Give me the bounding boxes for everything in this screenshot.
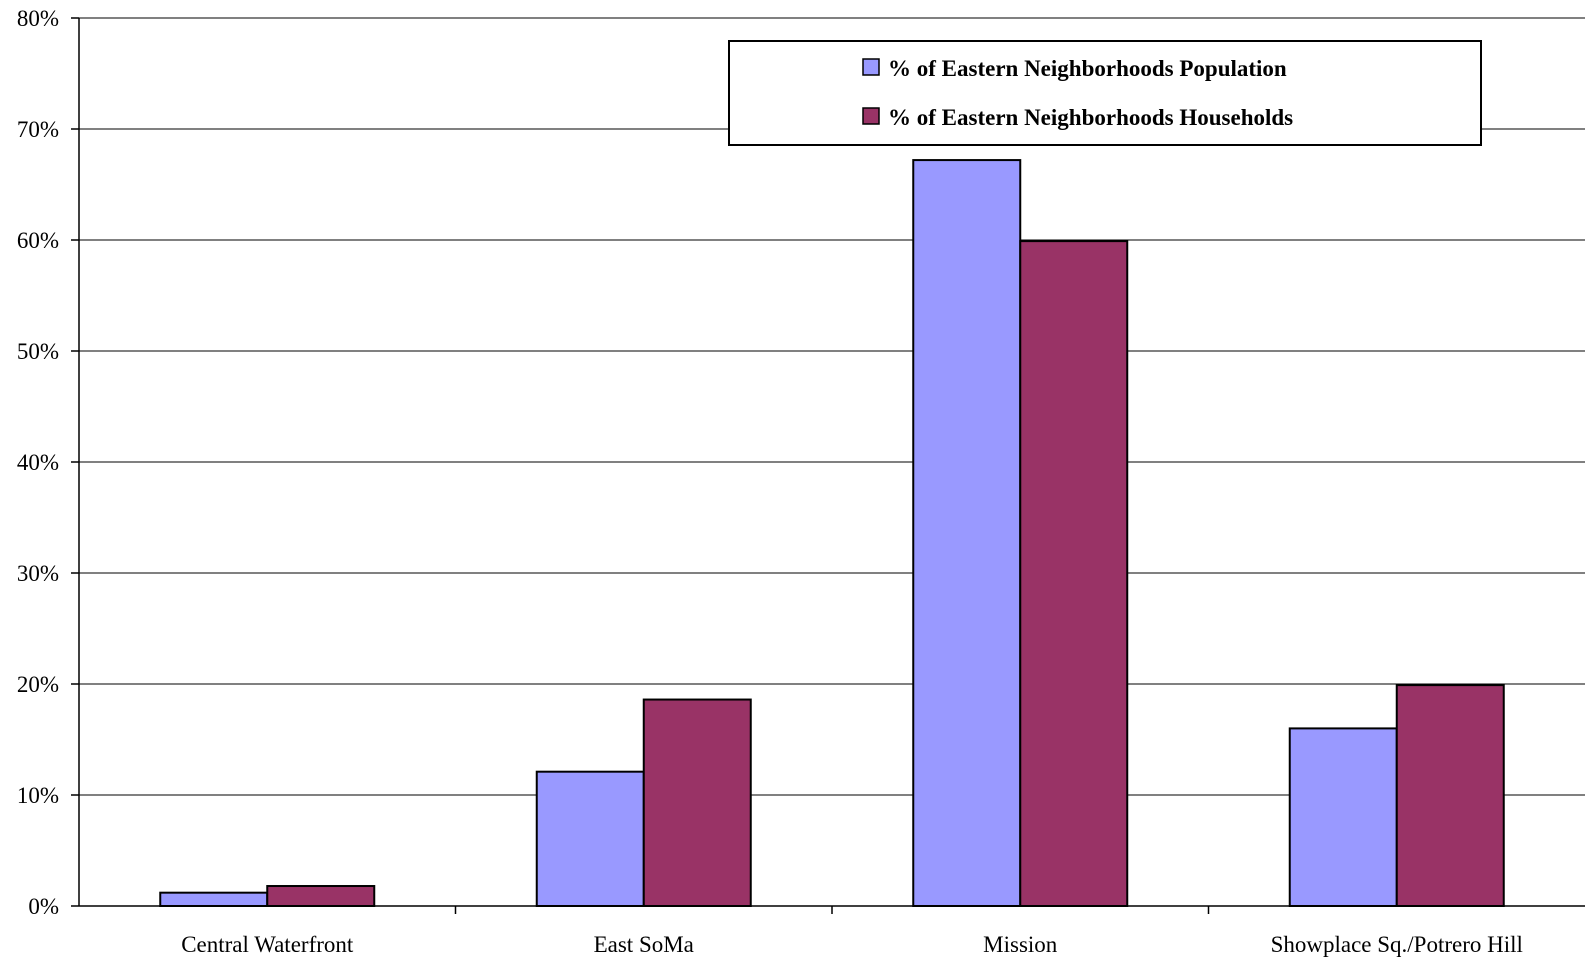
y-tick-label: 20%: [17, 672, 59, 697]
y-tick-label: 30%: [17, 561, 59, 586]
axes: [71, 17, 1585, 914]
y-tick-label: 40%: [17, 450, 59, 475]
legend-label-households: % of Eastern Neighborhoods Households: [888, 105, 1293, 130]
legend-box: [728, 40, 1482, 146]
y-tick-label: 70%: [17, 117, 59, 142]
bar-population: [159, 891, 269, 907]
legend-swatch-households: [862, 107, 880, 125]
x-category-label: East SoMa: [594, 932, 694, 957]
legend: % of Eastern Neighborhoods Population % …: [728, 40, 1482, 146]
bar-households: [1019, 240, 1129, 908]
bar-population: [1288, 727, 1398, 908]
x-category-labels: Central Waterfront East SoMa Mission Showpl…: [181, 932, 1523, 957]
y-tick-label: 10%: [17, 783, 59, 808]
bar-population: [535, 770, 645, 907]
x-category-label: Mission: [983, 932, 1058, 957]
bar-population: [912, 159, 1022, 907]
gridlines: [79, 17, 1585, 796]
y-tick-label: 0%: [28, 894, 59, 919]
bar-households: [266, 885, 376, 908]
y-tick-label: 80%: [17, 6, 59, 31]
y-tick-label: 50%: [17, 339, 59, 364]
bar-households: [642, 698, 752, 907]
y-tick-label: 60%: [17, 228, 59, 253]
x-category-label: Showplace Sq./Potrero Hill: [1271, 932, 1523, 957]
legend-swatch-population: [862, 58, 880, 76]
y-tick-labels: 0% 10% 20% 30% 40% 50% 60% 70% 80%: [17, 6, 59, 919]
bars: [159, 159, 1505, 908]
legend-label-population: % of Eastern Neighborhoods Population: [888, 56, 1287, 81]
bar-households: [1395, 684, 1505, 907]
x-category-label: Central Waterfront: [181, 932, 354, 957]
